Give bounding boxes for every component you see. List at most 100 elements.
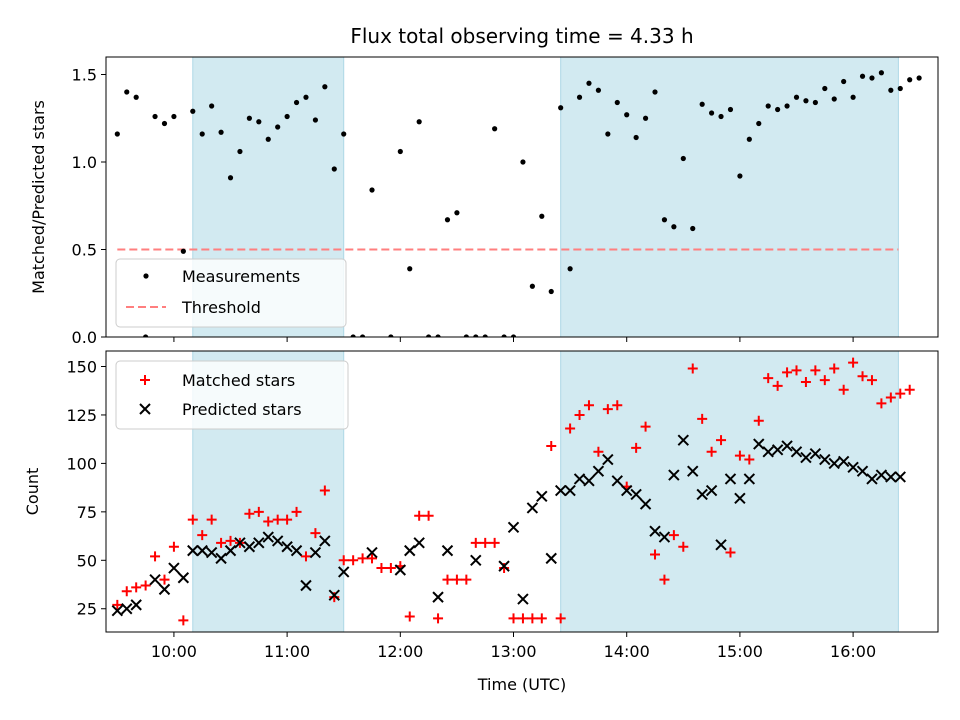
measurement-point [322, 84, 328, 90]
measurement-point [293, 99, 300, 106]
measurement-point [841, 78, 847, 85]
predicted-stars-point [517, 593, 529, 605]
legend-label: Predicted stars [182, 400, 302, 419]
matched-stars-point [178, 615, 189, 626]
measurement-point [680, 155, 686, 162]
predicted-stars-point [319, 535, 331, 547]
predicted-stars-point [498, 560, 510, 572]
y-tick-label: 25 [77, 600, 97, 619]
measurement-point [633, 134, 639, 141]
measurement-point [888, 87, 894, 93]
matched-stars-point [753, 415, 764, 426]
matched-stars-point [451, 574, 462, 585]
matched-stars-point [857, 371, 868, 382]
predicted-stars-point [866, 473, 878, 485]
x-tick-label: 12:00 [377, 642, 423, 661]
predicted-stars-point [743, 473, 756, 485]
predicted-stars-point [753, 438, 765, 450]
matched-stars-point [348, 555, 359, 566]
predicted-stars-point [149, 573, 161, 586]
predicted-stars-point [658, 531, 671, 543]
legend-matched-marker [140, 375, 150, 385]
measurement-point [161, 120, 168, 127]
measurement-point [784, 103, 790, 109]
predicted-stars-point [687, 465, 699, 477]
measurement-point [727, 106, 734, 113]
measurement-point [624, 112, 630, 118]
matched-stars-point [187, 514, 198, 525]
measurement-point [803, 98, 809, 104]
predicted-stars-point [668, 469, 680, 481]
measurement-point [699, 101, 705, 107]
predicted-stars-point [413, 537, 425, 549]
matched-stars-point [168, 541, 179, 552]
predicted-stars-point [630, 488, 642, 501]
matched-stars-point [499, 563, 510, 574]
predicted-stars-point [205, 546, 218, 559]
matched-stars-point [310, 528, 321, 539]
matched-stars-point [150, 551, 161, 562]
matched-stars-point [772, 380, 783, 391]
matched-stars-point [612, 400, 623, 411]
predicted-stars-point [762, 446, 774, 458]
predicted-stars-point [536, 490, 548, 503]
y-tick-label: 100 [66, 454, 97, 473]
matched-stars-point [904, 384, 915, 395]
matched-stars-point [508, 613, 519, 624]
predicted-stars-point [366, 546, 378, 559]
measurement-point [463, 334, 469, 337]
y-tick-label: 125 [66, 406, 97, 425]
matched-stars-point [565, 423, 576, 434]
predicted-stars-point [819, 453, 831, 466]
measurement-point [539, 213, 545, 219]
measurement-point [397, 148, 403, 155]
predicted-stars-point [894, 471, 906, 483]
predicted-stars-point [611, 475, 623, 487]
measurement-point [237, 148, 243, 155]
matched-stars-point [546, 440, 557, 451]
predicted-stars-point [404, 544, 416, 557]
measurement-point [859, 73, 866, 79]
matched-stars-point [659, 574, 670, 585]
matched-stars-point [225, 535, 236, 546]
matched-stars-point [376, 563, 387, 574]
measurement-point [614, 99, 620, 106]
measurement-point [690, 225, 696, 232]
measurement-point [171, 113, 177, 120]
legend-box [115, 360, 349, 430]
measurement-point [897, 85, 903, 92]
predicted-stars-point [234, 537, 246, 549]
measurement-point [180, 248, 186, 254]
y-axis-label: Count [23, 468, 42, 516]
matched-stars-point [555, 613, 566, 624]
predicted-stars-point [809, 448, 822, 460]
matched-stars-point [197, 530, 208, 541]
measurement-point [605, 131, 611, 137]
measurement-point [341, 131, 347, 137]
measurement-point [416, 119, 422, 125]
measurement-point [671, 224, 677, 230]
predicted-stars-point [187, 544, 199, 557]
measurement-point [652, 89, 658, 95]
measurement-point [388, 334, 394, 337]
matched-stars-point [734, 450, 745, 461]
chart-title: Flux total observing time = 4.33 h [350, 24, 693, 48]
matched-stars-point [829, 363, 840, 374]
predicted-stars-point [771, 444, 784, 456]
measurement-point [718, 113, 724, 120]
matched-stars-point [536, 613, 547, 624]
predicted-stars-point [168, 562, 180, 574]
measurement-point [558, 105, 564, 111]
legend-predicted-marker [139, 403, 151, 415]
measurement-point [359, 334, 366, 337]
matched-stars-point [367, 553, 378, 564]
count-panel: 25 50 75 100 125 150 10:00 11:00 12:00 13:00 14:00… [23, 350, 939, 661]
measurement-point [190, 108, 196, 114]
measurement-point [426, 334, 432, 337]
measurement-point [746, 136, 752, 142]
predicted-stars-point [130, 599, 142, 611]
y-axis-label: Matched/Predicted stars [29, 100, 48, 294]
matched-stars-point [706, 446, 717, 457]
measurement-point [454, 210, 460, 216]
legend-label: Matched stars [182, 371, 295, 390]
